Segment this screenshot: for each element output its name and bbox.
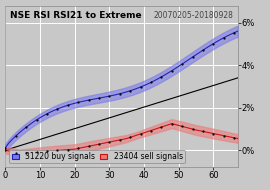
Legend: 31220 buy signals, 23404 sell signals: 31220 buy signals, 23404 sell signals bbox=[9, 150, 185, 163]
Text: NSE RSI RSI21 to Extreme: NSE RSI RSI21 to Extreme bbox=[10, 11, 142, 20]
Text: 20070205-20180928: 20070205-20180928 bbox=[153, 11, 233, 20]
